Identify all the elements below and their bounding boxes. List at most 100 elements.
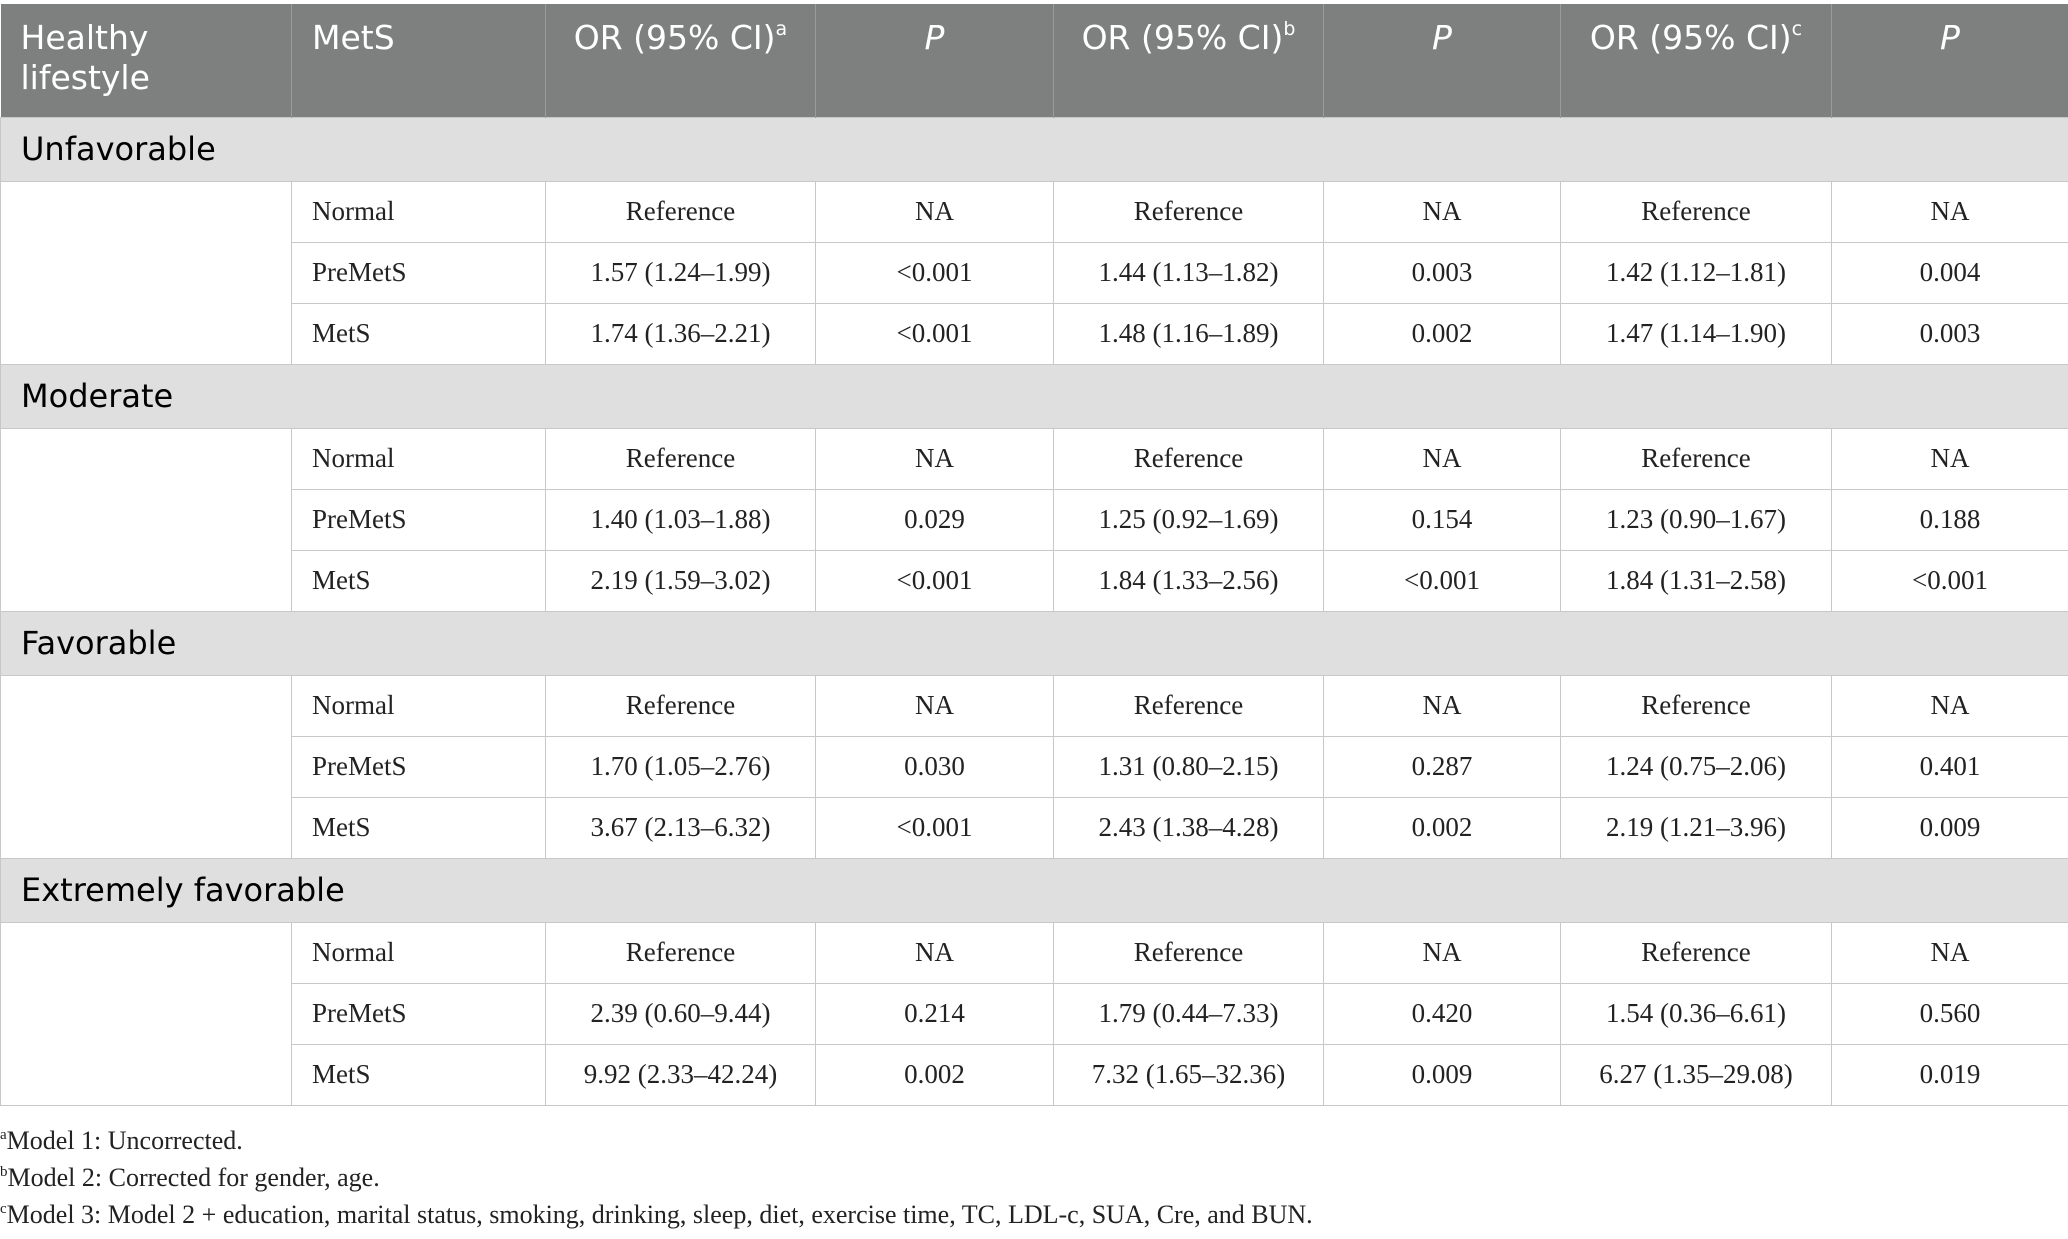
group-row: Unfavorable: [0, 116, 2068, 182]
data-cell: Reference: [545, 921, 816, 984]
header-cell: OR (95% CI)a: [545, 4, 816, 117]
group-label: Extremely favorable: [0, 857, 2068, 923]
data-cell: Reference: [1053, 427, 1324, 490]
table-container: Healthy lifestyle MetS OR (95% CI)a P OR (95…: [0, 4, 2068, 1106]
data-cell: 1.84 (1.33–2.56): [1053, 549, 1324, 612]
data-cell: NA: [1323, 674, 1561, 737]
header-superscript: b: [1283, 18, 1296, 40]
footnote-mark: b: [0, 1164, 8, 1180]
data-cell: PreMetS: [291, 488, 546, 551]
data-row: Normal Reference NA Reference NA Reference NA: [0, 427, 2068, 612]
data-cell: NA: [815, 674, 1054, 737]
data-cell: NA: [1323, 180, 1561, 243]
data-cell: 0.003: [1323, 241, 1561, 304]
header-cell: OR (95% CI)c: [1560, 4, 1832, 117]
data-cell: <0.001: [1323, 549, 1561, 612]
header-text: OR (95% CI): [1081, 18, 1284, 57]
data-cell: NA: [815, 180, 1054, 243]
header-cell: MetS: [291, 4, 546, 117]
data-cell: <0.001: [815, 302, 1054, 365]
header-text: OR (95% CI): [573, 18, 776, 57]
data-cell: 1.57 (1.24–1.99): [545, 241, 816, 304]
data-cell: 2.19 (1.21–3.96): [1560, 796, 1832, 859]
footnote-mark: a: [0, 1127, 7, 1143]
data-cell: 1.44 (1.13–1.82): [1053, 241, 1324, 304]
data-cell: 0.030: [815, 735, 1054, 798]
data-cell: 0.009: [1323, 1043, 1561, 1106]
data-row: Normal Reference NA Reference NA Reference NA: [0, 921, 2068, 1106]
data-cell: Reference: [1560, 427, 1832, 490]
data-cell: 0.560: [1831, 982, 2068, 1045]
header-cell: Healthy lifestyle: [0, 4, 292, 117]
data-cell: <0.001: [1831, 549, 2068, 612]
data-cell: 0.004: [1831, 241, 2068, 304]
data-cell: 0.019: [1831, 1043, 2068, 1106]
group-row: Extremely favorable: [0, 857, 2068, 923]
footnote: bModel 2: Corrected for gender, age.: [0, 1159, 1313, 1196]
data-cell: 2.39 (0.60–9.44): [545, 982, 816, 1045]
data-cell: Normal: [291, 180, 546, 243]
data-cell: 0.009: [1831, 796, 2068, 859]
data-cell: 9.92 (2.33–42.24): [545, 1043, 816, 1106]
blank-cell: [0, 674, 292, 859]
data-cell: MetS: [291, 549, 546, 612]
data-cell: Reference: [1560, 180, 1832, 243]
data-cell: 0.029: [815, 488, 1054, 551]
data-cell: 0.003: [1831, 302, 2068, 365]
group-label: Moderate: [0, 363, 2068, 429]
data-cell: MetS: [291, 1043, 546, 1106]
data-cell: 0.401: [1831, 735, 2068, 798]
data-cell: 1.42 (1.12–1.81): [1560, 241, 1832, 304]
data-row: MetS 1.74 (1.36–2.21) <0.001 1.48 (1.16–1.8…: [1, 302, 2068, 365]
data-row: MetS 3.67 (2.13–6.32) <0.001 2.43 (1.38–4.2…: [1, 796, 2068, 859]
footnote-mark: c: [0, 1201, 7, 1217]
data-cell: <0.001: [815, 549, 1054, 612]
data-cell: 0.002: [815, 1043, 1054, 1106]
data-cell: 1.70 (1.05–2.76): [545, 735, 816, 798]
footnote: aModel 1: Uncorrected.: [0, 1122, 1313, 1159]
data-cell: Reference: [1560, 674, 1832, 737]
data-cell: Reference: [545, 180, 816, 243]
data-cell: 2.43 (1.38–4.28): [1053, 796, 1324, 859]
data-cell: 1.40 (1.03–1.88): [545, 488, 816, 551]
header-text: P: [1940, 18, 1960, 57]
header-superscript: c: [1791, 18, 1803, 40]
data-cell: 1.47 (1.14–1.90): [1560, 302, 1832, 365]
data-cell: 1.24 (0.75–2.06): [1560, 735, 1832, 798]
data-cell: NA: [1831, 921, 2068, 984]
data-cell: Reference: [1053, 180, 1324, 243]
data-cell: PreMetS: [291, 982, 546, 1045]
header-text: P: [924, 18, 945, 57]
data-cell: NA: [1323, 921, 1561, 984]
data-cell: 0.002: [1323, 302, 1561, 365]
blank-cell: [0, 921, 292, 1106]
data-cell: 0.214: [815, 982, 1054, 1045]
data-cell: Reference: [1560, 921, 1832, 984]
results-table: Healthy lifestyle MetS OR (95% CI)a P OR (95…: [0, 4, 2068, 1106]
header-text: P: [1432, 18, 1452, 57]
data-row: PreMetS 2.39 (0.60–9.44) 0.214 1.79 (0.44–7…: [1, 982, 2068, 1045]
data-cell: Normal: [291, 427, 546, 490]
data-cell: Reference: [545, 674, 816, 737]
header-row: Healthy lifestyle MetS OR (95% CI)a P OR (95…: [0, 4, 2068, 117]
data-row: Normal Reference NA Reference NA Reference NA: [0, 674, 2068, 859]
data-cell: <0.001: [815, 241, 1054, 304]
data-cell: 0.287: [1323, 735, 1561, 798]
blank-cell: [0, 180, 292, 365]
data-row: MetS 9.92 (2.33–42.24) 0.002 7.32 (1.65–32.…: [1, 1043, 2068, 1106]
header-cell: P: [815, 4, 1054, 117]
group-row: Moderate: [0, 363, 2068, 429]
data-cell: Reference: [1053, 674, 1324, 737]
data-cell: Normal: [291, 921, 546, 984]
header-cell: P: [1323, 4, 1561, 117]
data-cell: Reference: [545, 427, 816, 490]
data-row: PreMetS 1.70 (1.05–2.76) 0.030 1.31 (0.80–2…: [1, 735, 2068, 798]
footnotes: aModel 1: Uncorrected. bModel 2: Correcte…: [0, 1122, 1313, 1233]
data-row: MetS 2.19 (1.59–3.02) <0.001 1.84 (1.33–2.5…: [1, 549, 2068, 612]
data-cell: 7.32 (1.65–32.36): [1053, 1043, 1324, 1106]
data-row: Normal Reference NA Reference NA Reference NA: [0, 180, 2068, 365]
group-label: Favorable: [0, 610, 2068, 676]
header-superscript: a: [775, 18, 788, 40]
data-cell: NA: [1831, 427, 2068, 490]
data-cell: MetS: [291, 302, 546, 365]
